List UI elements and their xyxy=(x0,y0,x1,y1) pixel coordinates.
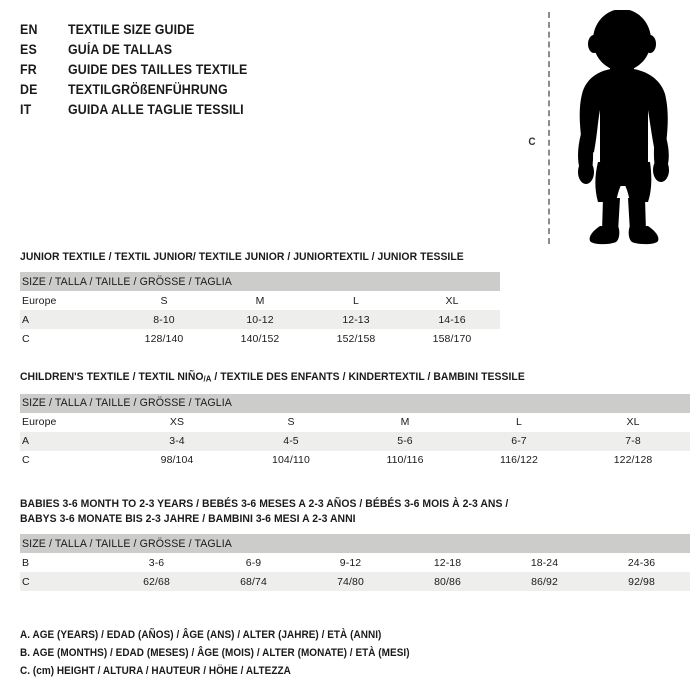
cell: 80/86 xyxy=(399,572,496,591)
language-title: TEXTILE SIZE GUIDE xyxy=(68,22,195,37)
row-label: Europe xyxy=(20,412,120,432)
cell: 12-18 xyxy=(399,553,496,572)
toddler-silhouette-icon xyxy=(578,10,669,245)
cell: 122/128 xyxy=(576,450,691,470)
cell: 98/104 xyxy=(120,450,234,470)
section-children: CHILDREN'S TEXTILE / TEXTIL NIÑO/A / TEX… xyxy=(20,370,691,470)
row-label: C xyxy=(20,572,108,591)
column-header: S xyxy=(116,291,212,310)
size-band-label: SIZE / TALLA / TAILLE / GRÖSSE / TAGLIA xyxy=(20,393,691,413)
cell: 158/170 xyxy=(404,329,500,348)
table-band-row: SIZE / TALLA / TAILLE / GRÖSSE / TAGLIA xyxy=(20,534,691,553)
cell: 18-24 xyxy=(496,553,593,572)
section-title-children-sub: /A xyxy=(203,373,212,384)
table-band-row: SIZE / TALLA / TAILLE / GRÖSSE / TAGLIA xyxy=(20,272,500,291)
cell: 24-36 xyxy=(593,553,691,572)
junior-size-table: SIZE / TALLA / TAILLE / GRÖSSE / TAGLIA … xyxy=(20,272,500,348)
section-junior: JUNIOR TEXTILE / TEXTIL JUNIOR/ TEXTILE … xyxy=(20,250,500,348)
cell: 14-16 xyxy=(404,310,500,329)
language-title: GUIDA ALLE TAGLIE TESSILI xyxy=(68,102,244,117)
table-row: C 128/140 140/152 152/158 158/170 xyxy=(20,329,500,348)
table-band-row: SIZE / TALLA / TAILLE / GRÖSSE / TAGLIA xyxy=(20,393,691,413)
cell: 8-10 xyxy=(116,310,212,329)
size-band-label: SIZE / TALLA / TAILLE / GRÖSSE / TAGLIA xyxy=(20,534,691,553)
language-title: TEXTILGRÖßENFÜHRUNG xyxy=(68,82,228,97)
language-row: EN TEXTILE SIZE GUIDE xyxy=(20,22,490,42)
row-label: Europe xyxy=(20,291,116,310)
language-code: ES xyxy=(20,42,37,57)
cell: 92/98 xyxy=(593,572,691,591)
column-header: XS xyxy=(120,412,234,432)
cell: 68/74 xyxy=(205,572,302,591)
column-header: S xyxy=(234,412,348,432)
cell: 10-12 xyxy=(212,310,308,329)
size-band-label: SIZE / TALLA / TAILLE / GRÖSSE / TAGLIA xyxy=(20,272,500,291)
cell: 7-8 xyxy=(576,431,691,451)
babies-size-table: SIZE / TALLA / TAILLE / GRÖSSE / TAGLIA … xyxy=(20,534,691,591)
cell: 104/110 xyxy=(234,450,348,470)
column-header: L xyxy=(308,291,404,310)
height-measurement-figure: C xyxy=(510,8,695,248)
language-row: IT GUIDA ALLE TAGLIE TESSILI xyxy=(20,102,490,122)
section-title-junior: JUNIOR TEXTILE / TEXTIL JUNIOR/ TEXTILE … xyxy=(20,251,464,263)
cell: 86/92 xyxy=(496,572,593,591)
section-title-children-tail: / TEXTILE DES ENFANTS / KINDERTEXTIL / B… xyxy=(211,371,525,383)
cell: 9-12 xyxy=(302,553,399,572)
language-row: ES GUÍA DE TALLAS xyxy=(20,42,490,62)
legend-line-b: B. AGE (MONTHS) / EDAD (MESES) / ÂGE (MO… xyxy=(20,647,410,659)
cell: 6-7 xyxy=(462,431,576,451)
cell: 128/140 xyxy=(116,329,212,348)
cell: 3-6 xyxy=(108,553,205,572)
table-row: C 98/104 104/110 110/116 116/122 122/128 xyxy=(20,450,691,470)
language-title-block: EN TEXTILE SIZE GUIDE ES GUÍA DE TALLAS … xyxy=(20,22,490,122)
language-code: IT xyxy=(20,102,32,117)
language-row: FR GUIDE DES TAILLES TEXTILE xyxy=(20,62,490,82)
section-babies: BABIES 3-6 MONTH TO 2-3 YEARS / BEBÉS 3-… xyxy=(20,497,691,591)
table-row: A 8-10 10-12 12-13 14-16 xyxy=(20,310,500,329)
language-code: DE xyxy=(20,82,38,97)
table-row: Europe S M L XL xyxy=(20,291,500,310)
column-header: M xyxy=(348,412,462,432)
legend-block: A. AGE (YEARS) / EDAD (AÑOS) / ÂGE (ANS)… xyxy=(20,626,580,680)
cell: 62/68 xyxy=(108,572,205,591)
cell: 3-4 xyxy=(120,431,234,451)
language-title: GUÍA DE TALLAS xyxy=(68,42,173,57)
table-row: Europe XS S M L XL xyxy=(20,412,691,432)
table-row: A 3-4 4-5 5-6 6-7 7-8 xyxy=(20,431,691,451)
row-label: B xyxy=(20,553,108,572)
column-header: M xyxy=(212,291,308,310)
row-label: A xyxy=(20,431,120,451)
language-title: GUIDE DES TAILLES TEXTILE xyxy=(68,62,248,77)
cell: 12-13 xyxy=(308,310,404,329)
children-size-table: SIZE / TALLA / TAILLE / GRÖSSE / TAGLIA … xyxy=(20,393,691,470)
legend-line-c: C. (cm) HEIGHT / ALTURA / HAUTEUR / HÖHE… xyxy=(20,665,291,677)
cell: 110/116 xyxy=(348,450,462,470)
cell: 5-6 xyxy=(348,431,462,451)
cell: 140/152 xyxy=(212,329,308,348)
language-code: EN xyxy=(20,22,38,37)
cell: 152/158 xyxy=(308,329,404,348)
cell: 116/122 xyxy=(462,450,576,470)
language-row: DE TEXTILGRÖßENFÜHRUNG xyxy=(20,82,490,102)
table-row: C 62/68 68/74 74/80 80/86 86/92 92/98 xyxy=(20,572,691,591)
section-title-babies-line1: BABIES 3-6 MONTH TO 2-3 YEARS / BEBÉS 3-… xyxy=(20,498,509,510)
column-header: XL xyxy=(576,412,691,432)
row-label: C xyxy=(20,450,120,470)
row-label: A xyxy=(20,310,116,329)
column-header: XL xyxy=(404,291,500,310)
row-label: C xyxy=(20,329,116,348)
language-code: FR xyxy=(20,62,37,77)
table-row: B 3-6 6-9 9-12 12-18 18-24 24-36 xyxy=(20,553,691,572)
cell: 6-9 xyxy=(205,553,302,572)
cell: 4-5 xyxy=(234,431,348,451)
cell: 74/80 xyxy=(302,572,399,591)
section-title-children: CHILDREN'S TEXTILE / TEXTIL NIÑO/A / TEX… xyxy=(20,370,643,387)
section-title-children-main: CHILDREN'S TEXTILE / TEXTIL NIÑO xyxy=(20,371,204,383)
height-marker-label: C xyxy=(528,136,536,148)
column-header: L xyxy=(462,412,576,432)
section-title-babies-line2: BABYS 3-6 MONATE BIS 2-3 JAHRE / BAMBINI… xyxy=(20,513,356,525)
height-dashed-line xyxy=(548,12,550,244)
legend-line-a: A. AGE (YEARS) / EDAD (AÑOS) / ÂGE (ANS)… xyxy=(20,629,382,641)
